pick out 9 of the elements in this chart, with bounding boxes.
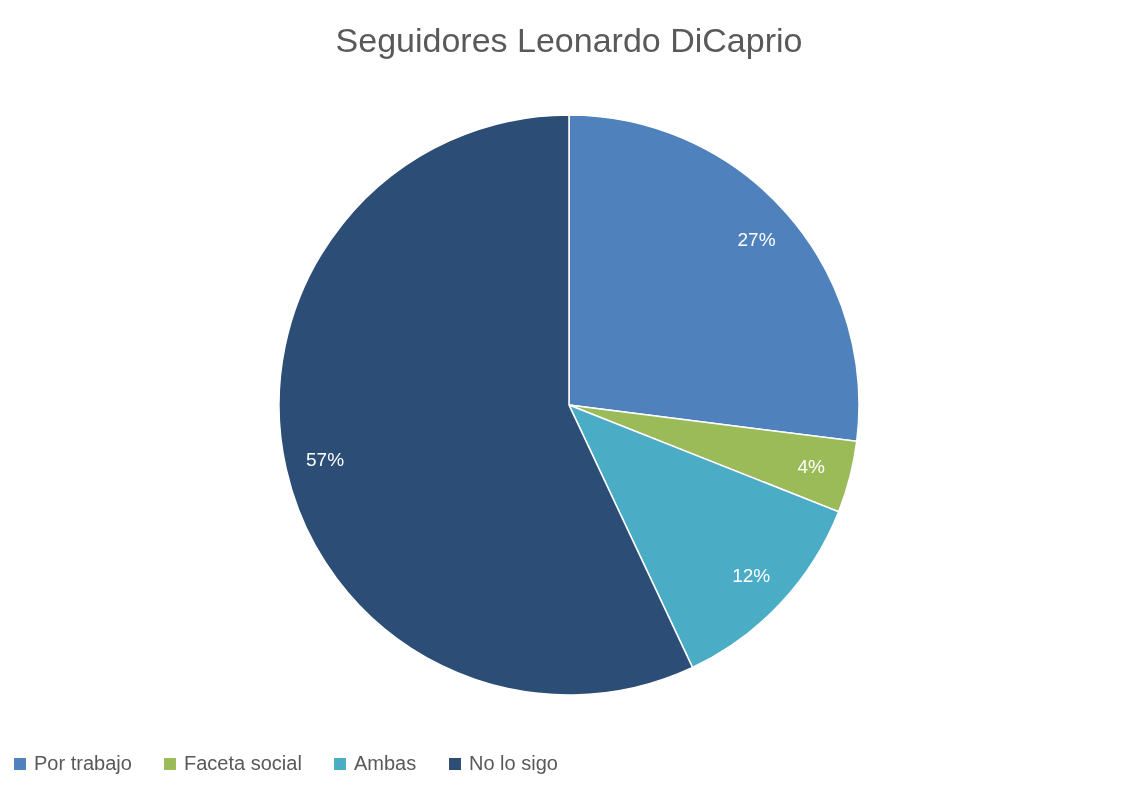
chart-title: Seguidores Leonardo DiCaprio — [335, 21, 803, 59]
data-label: 4% — [797, 456, 825, 478]
data-label: 12% — [732, 565, 771, 587]
legend-label: No lo sigo — [469, 752, 558, 774]
legend-label: Ambas — [354, 752, 417, 774]
data-label: 27% — [737, 228, 776, 250]
legend-label: Por trabajo — [34, 752, 132, 774]
legend-label: Faceta social — [184, 752, 302, 774]
data-label: 57% — [306, 448, 345, 470]
